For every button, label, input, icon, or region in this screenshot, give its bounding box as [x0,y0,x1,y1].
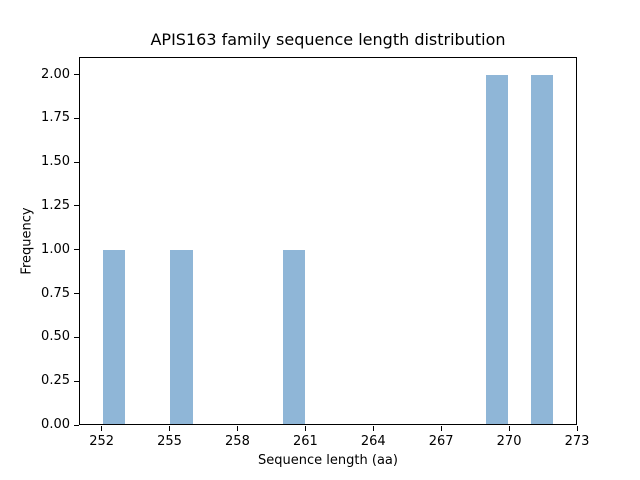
x-tick-label: 273 [564,434,590,449]
y-axis-ticks: 0.00 0.25 0.50 0.75 1.00 1.25 1.50 1.75 2.00 [0,57,79,432]
y-tick-label: 2.00 [41,66,70,82]
y-tick-mark [74,380,79,382]
histogram-bar [530,75,554,424]
y-tick-label: 0.00 [41,417,70,432]
y-axis-label: Frequency [19,207,35,275]
y-tick-mark [74,117,79,119]
y-tick-label: 0.25 [41,373,70,389]
x-tick-label: 252 [89,434,115,449]
x-tick-label: 255 [157,434,182,449]
x-tick-label: 270 [496,434,522,449]
y-tick-label: 1.50 [41,154,70,170]
histogram-bar [282,249,306,424]
y-tick-mark [74,74,79,76]
x-tick-label: 264 [360,434,386,449]
y-tick-label: 0.75 [41,285,70,301]
y-tick-label: 1.75 [41,110,70,126]
x-tick-mark [169,426,171,431]
x-tick-mark [304,426,306,431]
histogram-bar [485,75,509,424]
y-tick-mark [74,161,79,163]
x-tick-mark [440,426,442,431]
x-tick-label: 267 [428,434,454,449]
x-tick-mark [508,426,510,431]
y-tick-mark [74,293,79,295]
y-tick-mark [74,205,79,207]
x-tick-mark [236,426,238,431]
x-axis-label: Sequence length (aa) [258,453,398,468]
x-tick-mark [372,426,374,431]
x-tick-mark [576,426,578,431]
y-tick-label: 0.50 [41,329,70,345]
x-tick-label: 258 [225,434,250,449]
x-tick-label: 261 [292,434,318,449]
y-tick-mark [74,249,79,251]
x-tick-mark [101,426,103,431]
chart-title: APIS163 family sequence length distribut… [150,30,506,49]
y-tick-mark [74,424,79,426]
y-tick-label: 1.00 [41,241,70,257]
histogram-bar [170,249,193,424]
y-tick-mark [74,336,79,338]
y-tick-label: 1.25 [41,197,70,213]
histogram-bar [102,249,126,424]
plot-area [79,57,577,425]
